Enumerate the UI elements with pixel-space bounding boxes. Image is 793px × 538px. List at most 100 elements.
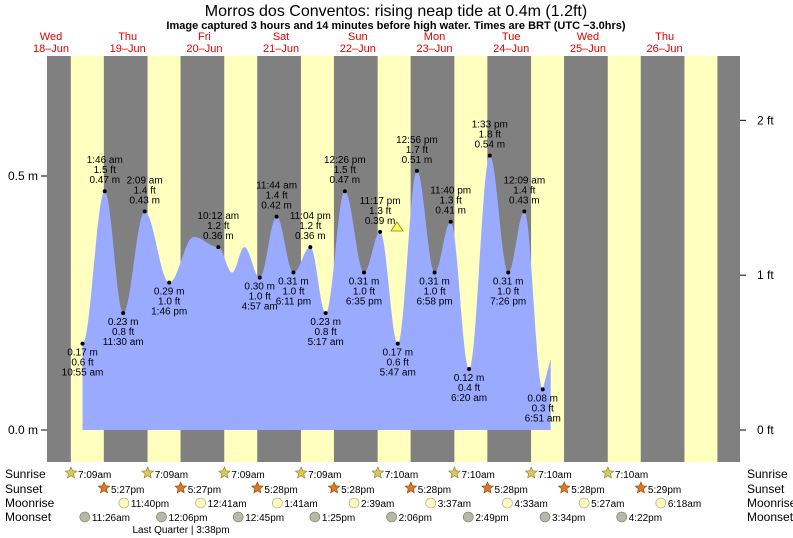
daylight-band [684, 56, 718, 462]
tide-label-2-2: 11:30 am [103, 337, 144, 348]
tide-point-18 [414, 168, 419, 173]
day-labels: Wed18–JunThu19–JunFri20–JunSat21–JunSun2… [33, 31, 683, 55]
sunset-icon [557, 481, 571, 494]
tide-label-3-1: 1.4 ft [134, 186, 156, 197]
tide-label-21-2: 6:20 am [451, 393, 487, 404]
tide-label-10-2: 0.42 m [261, 201, 292, 212]
tide-label-4-0: 0.29 m [154, 287, 185, 298]
tide-label-25-0: 0.08 m [527, 393, 558, 404]
tide-label-2-0: 0.23 m [108, 317, 139, 328]
day-date-5: 23–Jun [416, 43, 452, 55]
tide-point-12 [308, 245, 313, 250]
tide-label-0-0: 0.17 m [67, 348, 98, 359]
day-weekday-6: Tue [502, 31, 521, 43]
tide-point-3 [142, 209, 147, 214]
moonset-icon [156, 511, 167, 523]
tide-label-23-2: 7:26 pm [490, 297, 526, 308]
moon-phase-label: Last Quarter | 3:38pm [132, 525, 229, 536]
sunset-time-7: 5:29pm [648, 485, 681, 496]
tide-label-24-1: 1.4 ft [513, 186, 535, 197]
tide-point-9 [257, 275, 262, 280]
sunset-icon [174, 481, 188, 494]
tide-point-15 [362, 270, 367, 275]
moonset-time-7: 4:22pm [629, 513, 662, 524]
moonset-time-4: 2:06pm [399, 513, 432, 524]
moonset-time-2: 12:45pm [245, 513, 284, 524]
moonset-time-5: 2:49pm [475, 513, 508, 524]
tide-label-13-2: 5:17 am [308, 337, 344, 348]
day-weekday-2: Fri [198, 31, 211, 43]
tide-label-6-1: 1.2 ft [207, 221, 229, 232]
current-level-marker [390, 221, 404, 232]
tide-label-22-2: 0.54 m [475, 140, 506, 151]
tide-point-24 [522, 209, 527, 214]
day-date-8: 26–Jun [647, 43, 683, 55]
tide-point-14 [342, 189, 347, 194]
sunset-time-5: 5:28pm [494, 485, 527, 496]
astronomy-rows: Sunrise Sunrise 7:09am 7:09am 7:09am 7:09am 7:… [5, 466, 793, 524]
tide-label-17-0: 0.17 m [382, 348, 413, 359]
tide-label-11-2: 6:11 pm [276, 297, 311, 308]
tide-point-20 [448, 219, 453, 224]
tide-label-13-1: 0.8 ft [315, 327, 337, 338]
tide-point-2 [121, 311, 126, 316]
tide-point-13 [323, 311, 328, 316]
tide-point-23 [506, 270, 511, 275]
tide-label-16-1: 1.3 ft [369, 206, 391, 217]
tide-label-14-2: 0.47 m [330, 175, 361, 186]
tide-label-14-0: 12:26 pm [324, 155, 366, 166]
tide-label-19-2: 6:58 pm [416, 297, 452, 308]
day-weekday-0: Wed [40, 31, 62, 43]
moonrise-time-3: 2:39am [361, 499, 394, 510]
moonset-icon [463, 511, 474, 523]
tide-point-25 [540, 387, 545, 392]
day-date-7: 25–Jun [570, 43, 606, 55]
sunrise-icon [371, 466, 385, 479]
tide-label-9-0: 0.30 m [244, 282, 275, 293]
moonrise-time-5: 4:33am [514, 499, 547, 510]
tide-label-19-1: 1.0 ft [423, 287, 445, 298]
sunrise-time-6: 7:10am [538, 470, 571, 481]
tide-label-9-2: 4:57 am [242, 302, 278, 313]
sunset-icon [97, 481, 111, 494]
sunset-icon [481, 481, 494, 494]
tide-label-19-0: 0.31 m [419, 277, 450, 288]
sunrise-row-label-right: Sunrise [747, 467, 788, 481]
sunrise-time-5: 7:10am [462, 470, 495, 481]
left-tick-label-0: 0.0 m [8, 423, 38, 437]
tide-label-23-0: 0.31 m [493, 277, 524, 288]
tide-label-3-2: 0.43 m [129, 196, 160, 207]
tide-point-21 [467, 367, 472, 372]
tide-label-10-1: 1.4 ft [265, 191, 287, 202]
sunrise-icon [448, 466, 461, 479]
tide-label-23-1: 1.0 ft [497, 287, 519, 298]
tide-label-1-0: 1:46 am [87, 155, 123, 166]
sunrise-time-1: 7:09am [155, 470, 188, 481]
tide-label-16-0: 11:17 pm [360, 196, 401, 207]
tide-area [82, 155, 551, 430]
tide-point-6 [216, 245, 221, 250]
tide-label-1-2: 0.47 m [89, 175, 120, 186]
moonrise-time-0: 11:40pm [131, 499, 169, 510]
sunset-time-3: 5:28pm [341, 485, 374, 496]
day-weekday-7: Wed [577, 31, 599, 43]
tide-point-16 [378, 229, 383, 234]
axes: 0.0 m 0.5 m 0 ft 1 ft 2 ft [8, 113, 774, 437]
moonset-icon [309, 511, 321, 523]
moonrise-icon [578, 497, 590, 509]
tide-point-22 [487, 153, 492, 158]
tide-label-21-1: 0.4 ft [458, 383, 480, 394]
sunrise-time-0: 7:09am [78, 470, 111, 481]
moonrise-time-1: 12:41am [208, 499, 247, 510]
tide-label-22-1: 1.8 ft [479, 130, 501, 141]
tide-label-11-1: 1.0 ft [282, 287, 304, 298]
day-date-4: 22–Jun [340, 43, 376, 55]
tide-point-19 [432, 270, 437, 275]
tide-label-21-0: 0.12 m [454, 373, 485, 384]
tide-label-15-0: 0.31 m [349, 277, 380, 288]
day-date-6: 24–Jun [493, 43, 529, 55]
tide-point-17 [395, 341, 400, 346]
moonset-row-label-left: Moonset [5, 510, 52, 524]
sunset-time-1: 5:27pm [188, 485, 221, 496]
